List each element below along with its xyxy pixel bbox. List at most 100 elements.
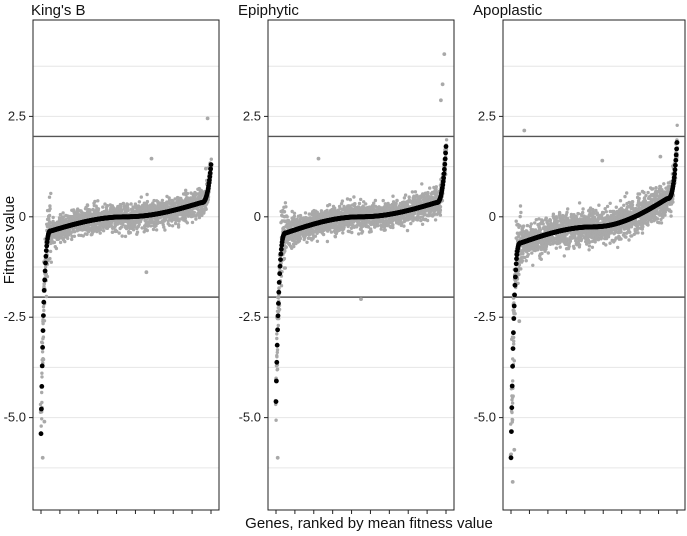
replicate-point: [72, 234, 77, 238]
replicate-point: [183, 216, 187, 220]
replicate-point: [179, 196, 183, 201]
mean-point: [442, 166, 447, 172]
replicate-point: [355, 225, 359, 229]
mean-point: [442, 156, 448, 162]
mean-point: [43, 253, 49, 259]
outlier-point: [205, 116, 210, 121]
replicate-point: [85, 203, 90, 207]
replicate-point: [176, 225, 181, 229]
replicate-point: [126, 203, 130, 207]
replicate-point: [512, 342, 516, 346]
replicate-point: [275, 350, 279, 355]
replicate-point: [190, 220, 195, 225]
mean-point: [41, 313, 46, 318]
mean-point: [208, 162, 214, 168]
y-tick-label: 0: [489, 209, 496, 224]
replicate-point: [341, 227, 346, 231]
replicate-point: [41, 335, 46, 339]
replicate-point: [292, 211, 297, 215]
mean-point: [441, 175, 446, 181]
replicate-point: [409, 221, 413, 226]
replicate-points: [38, 116, 214, 460]
replicate-point: [529, 222, 533, 226]
replicate-point: [176, 219, 181, 223]
replicate-point: [185, 221, 189, 225]
mean-point: [40, 345, 45, 350]
replicate-point: [276, 295, 281, 300]
replicate-point: [194, 217, 198, 221]
replicate-point: [373, 198, 378, 203]
replicate-point: [517, 272, 521, 277]
replicate-point: [185, 191, 190, 196]
replicate-point: [340, 199, 345, 203]
replicate-point: [275, 332, 279, 336]
outlier-point: [149, 156, 154, 161]
replicate-point: [52, 240, 57, 245]
replicate-point: [154, 228, 159, 232]
replicate-point: [45, 274, 50, 279]
replicate-point: [512, 339, 516, 343]
replicate-point: [192, 210, 196, 215]
replicate-point: [395, 198, 399, 203]
replicate-point: [149, 224, 153, 228]
replicate-point: [352, 195, 356, 199]
replicate-point: [538, 228, 543, 232]
replicate-point: [536, 248, 540, 252]
replicate-point: [433, 218, 438, 222]
replicate-point: [47, 215, 51, 219]
replicate-point: [40, 390, 44, 395]
replicate-point: [173, 221, 178, 226]
replicate-point: [48, 256, 52, 261]
outlier-point: [204, 166, 208, 171]
replicate-point: [121, 201, 126, 206]
replicate-point: [40, 417, 44, 421]
replicate-point: [282, 256, 287, 261]
replicate-point: [305, 240, 309, 244]
replicate-point: [420, 222, 425, 226]
replicate-point: [348, 198, 352, 202]
replicate-point: [41, 321, 45, 326]
panel-title: Apoplastic: [473, 2, 543, 19]
replicate-point: [41, 357, 46, 362]
replicate-point: [512, 312, 516, 316]
replicate-point: [521, 224, 526, 228]
mean-point: [276, 280, 282, 285]
mean-point: [277, 263, 283, 269]
replicate-point: [142, 230, 146, 234]
mean-point: [278, 257, 283, 262]
replicate-point: [51, 215, 55, 220]
replicate-point: [120, 234, 124, 238]
replicate-point: [333, 235, 338, 239]
replicate-point: [526, 252, 530, 257]
replicate-point: [40, 341, 45, 345]
replicate-point: [410, 190, 415, 194]
mean-point: [39, 406, 44, 412]
replicate-point: [163, 228, 167, 232]
replicate-point: [510, 401, 515, 405]
replicate-point: [381, 198, 385, 203]
replicate-point: [126, 207, 130, 211]
replicate-point: [119, 225, 124, 229]
replicate-point: [428, 186, 432, 190]
y-tick-label: 2.5: [478, 108, 496, 123]
replicate-point: [145, 228, 149, 233]
outlier-point: [442, 52, 447, 56]
mean-point: [40, 328, 46, 333]
replicate-point: [438, 208, 443, 212]
replicate-point: [209, 157, 213, 161]
replicate-point: [530, 251, 534, 255]
replicate-point: [391, 223, 395, 227]
replicate-point: [413, 190, 418, 194]
mean-point: [442, 161, 448, 167]
panel-frame: [502, 19, 686, 511]
y-tick-label: 2.5: [8, 108, 26, 123]
mean-point: [274, 342, 280, 348]
replicate-point: [315, 239, 320, 243]
replicate-point: [307, 233, 311, 237]
replicate-point: [541, 219, 545, 223]
replicate-point: [403, 193, 408, 197]
replicate-point: [167, 196, 171, 200]
